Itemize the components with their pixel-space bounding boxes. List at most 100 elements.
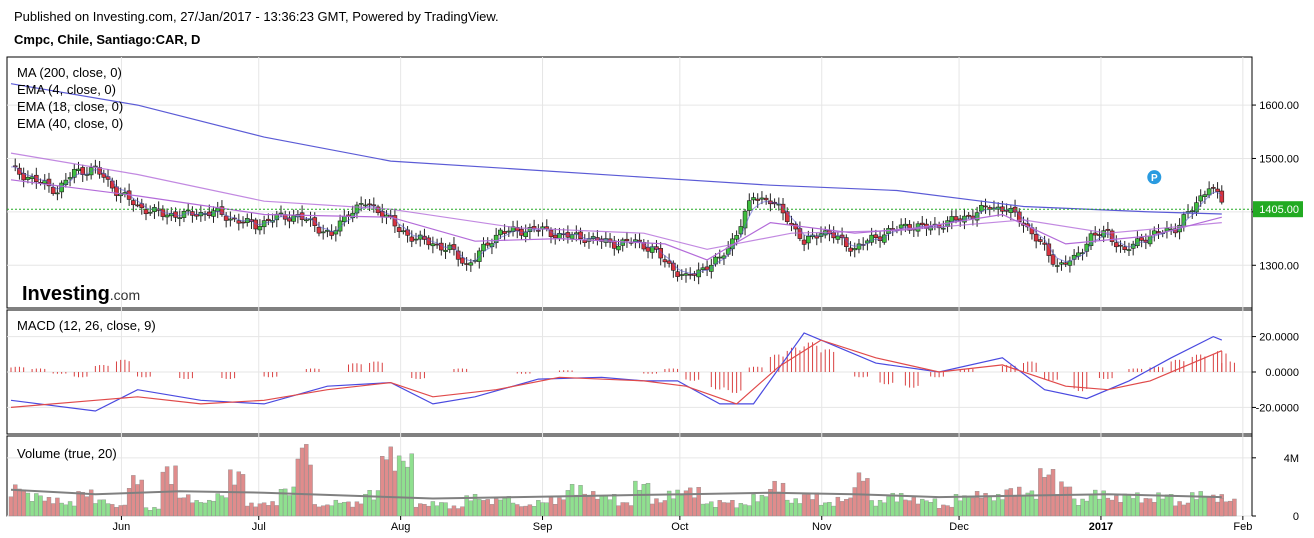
volume-bar xyxy=(624,502,630,517)
volume-bar xyxy=(422,504,427,517)
volume-bar xyxy=(215,493,220,517)
volume-bar xyxy=(1206,496,1212,517)
volume-bar xyxy=(135,484,140,517)
volume-bar xyxy=(979,497,984,517)
volume-bar xyxy=(110,504,115,517)
volume-bar xyxy=(785,499,790,517)
ema4-line xyxy=(10,166,1223,275)
candle-body xyxy=(1215,188,1220,192)
volume-bar xyxy=(131,475,136,517)
indicator-legend: MA (200, close, 0) EMA (4, close, 0) EMA… xyxy=(17,65,156,461)
volume-bar xyxy=(194,500,199,517)
candle-body xyxy=(25,176,31,180)
volume-bar xyxy=(789,502,794,517)
macd-pane[interactable] xyxy=(10,332,1235,412)
candle-body xyxy=(806,235,811,244)
p-marker xyxy=(1147,170,1162,185)
volume-bar xyxy=(1168,494,1174,517)
published-caption: Published on Investing.com, 27/Jan/2017 … xyxy=(14,9,499,24)
x-tick-label: Dec xyxy=(949,521,969,533)
candle-body xyxy=(228,218,233,221)
volume-bar xyxy=(936,508,942,517)
volume-bar xyxy=(633,480,638,517)
candle-body xyxy=(506,230,512,233)
volume-bar xyxy=(894,501,900,517)
candle-body xyxy=(780,203,786,214)
price-frame xyxy=(6,56,1253,309)
volume-bar xyxy=(531,506,537,517)
volume-bar xyxy=(949,506,954,517)
volume-bar xyxy=(76,491,81,517)
volume-bar xyxy=(502,498,507,517)
volume-bar xyxy=(320,505,326,517)
volume-bar xyxy=(396,455,402,517)
candle-body xyxy=(320,231,326,234)
volume-bar xyxy=(367,490,372,517)
volume-bar xyxy=(903,499,908,517)
pane-frames xyxy=(6,56,1253,517)
volume-ma-line xyxy=(10,488,1222,500)
volume-bar xyxy=(1143,498,1149,517)
volume-bar xyxy=(928,502,933,517)
candle-body xyxy=(755,198,761,201)
x-tick-label: Feb xyxy=(1233,521,1252,533)
volume-bar xyxy=(232,484,237,517)
volume-bar xyxy=(586,496,592,517)
volume-bar xyxy=(1198,491,1203,517)
price-pane[interactable]: P xyxy=(7,83,1252,285)
volume-bar xyxy=(350,506,355,517)
volume-bar xyxy=(869,500,874,517)
volume-bar xyxy=(763,496,769,517)
volume-bar xyxy=(945,505,950,517)
candle-body xyxy=(941,227,946,230)
volume-bar xyxy=(156,508,161,517)
current-price-label: 1405.00 xyxy=(1259,204,1299,216)
candle-body xyxy=(666,260,672,264)
volume-bar xyxy=(418,503,423,517)
y-tick-label: 1500.00 xyxy=(1259,153,1299,165)
candle-body xyxy=(1059,262,1064,265)
volume-bar xyxy=(911,497,917,517)
volume-bar xyxy=(523,505,528,517)
volume-bar xyxy=(595,498,600,517)
volume-bar xyxy=(1164,494,1170,517)
volume-title: Volume (true, 20) xyxy=(17,446,117,461)
volume-bar xyxy=(304,444,309,517)
volume-bar xyxy=(72,505,77,517)
volume-pane[interactable] xyxy=(8,444,1237,517)
volume-bar xyxy=(1080,498,1085,517)
volume-bar xyxy=(637,489,642,517)
volume-bar xyxy=(1029,490,1035,517)
volume-bar xyxy=(283,488,288,517)
volume-bar xyxy=(354,501,360,517)
volume-bar xyxy=(198,502,204,517)
volume-bar xyxy=(941,504,946,517)
volume-bar xyxy=(337,502,343,517)
candle-body xyxy=(675,271,680,277)
volume-bar xyxy=(430,501,436,517)
volume-bar xyxy=(21,489,26,517)
volume-bar xyxy=(1152,502,1157,517)
volume-bar xyxy=(827,502,832,517)
volume-bar xyxy=(776,491,782,517)
volume-bar xyxy=(970,497,976,517)
volume-bar xyxy=(148,510,153,517)
volume-bar xyxy=(392,470,398,517)
candle-body xyxy=(219,206,225,215)
volume-bar xyxy=(747,505,752,517)
volume-bar xyxy=(987,495,992,517)
candle-body xyxy=(662,259,668,263)
volume-bar xyxy=(1084,500,1089,517)
volume-bar xyxy=(603,496,609,517)
volume-bar xyxy=(409,453,414,517)
volume-bar xyxy=(253,506,258,517)
volume-bar xyxy=(835,496,841,517)
signal-line xyxy=(10,339,1223,408)
volume-bar xyxy=(650,503,655,517)
candle-body xyxy=(430,243,436,247)
volume-bar xyxy=(477,499,482,517)
volume-bar xyxy=(143,507,149,517)
candle-body xyxy=(329,231,334,236)
volume-bar xyxy=(755,501,760,517)
